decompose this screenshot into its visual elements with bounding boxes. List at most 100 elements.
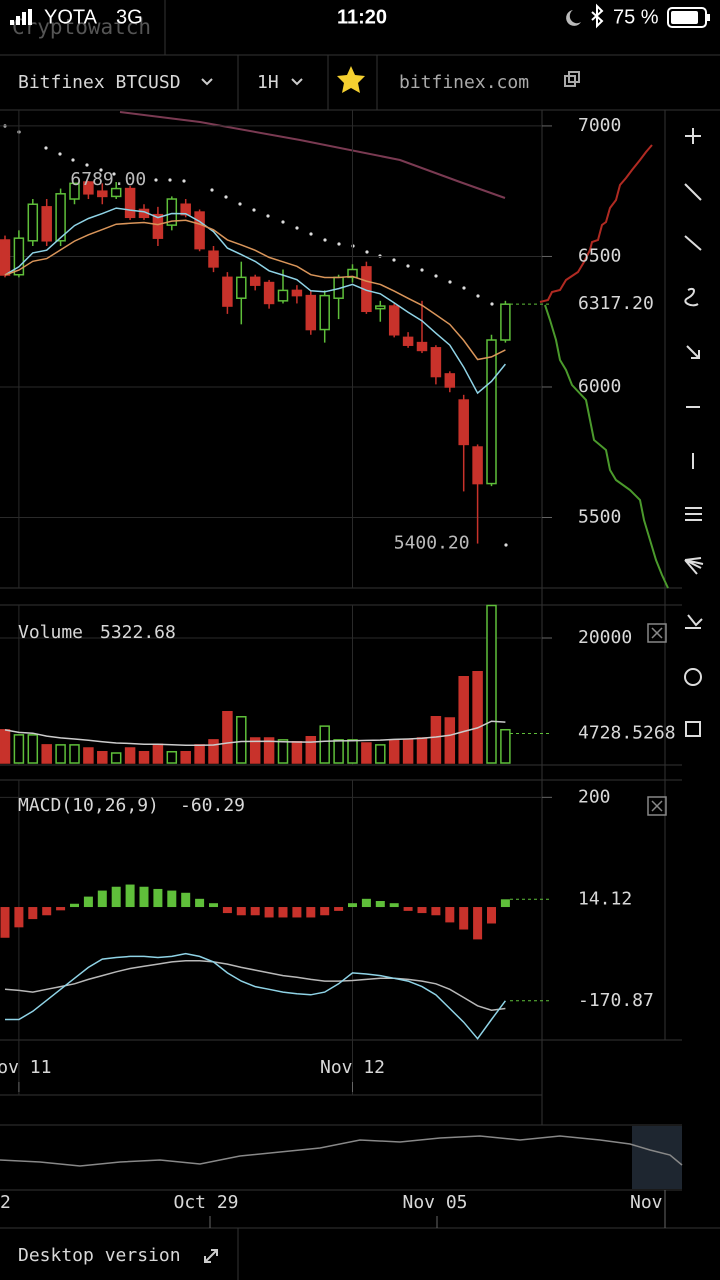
- macd-histogram: [14, 907, 24, 928]
- macd-histogram: [0, 907, 10, 938]
- external-icon: [568, 71, 580, 83]
- candle-body: [208, 250, 219, 268]
- y-tick-label: 5500: [578, 507, 621, 528]
- tool-fan[interactable]: [684, 557, 704, 575]
- pane-borders: [0, 110, 720, 1280]
- macd-histogram: [42, 907, 52, 916]
- navigator-label: 2: [0, 1192, 11, 1213]
- candle-body: [124, 187, 136, 219]
- volume-bar: [263, 737, 275, 764]
- market-select[interactable]: Bitfinex BTCUSD: [18, 72, 181, 93]
- tool-curve[interactable]: [684, 288, 699, 307]
- y-tick-label: 7000: [578, 115, 621, 136]
- expand-icon: [204, 1249, 218, 1263]
- volume-bar: [249, 737, 261, 764]
- close-buttons: [647, 623, 667, 816]
- volume-bar: [194, 744, 205, 764]
- macd-histogram: [487, 907, 496, 924]
- candle-body: [375, 305, 386, 310]
- high-label: 6789.00: [70, 169, 146, 190]
- candle-body: [402, 336, 414, 346]
- macd-histogram: [236, 907, 246, 916]
- depth-bids: [544, 304, 669, 589]
- macd-histogram: [500, 899, 510, 908]
- candle-body: [500, 303, 511, 341]
- tool-pitchfork[interactable]: [685, 614, 703, 629]
- interval-select[interactable]: 1H: [257, 72, 279, 93]
- volume-bar: [472, 671, 483, 764]
- candle-body: [319, 294, 330, 331]
- volume-bar: [55, 744, 66, 764]
- volume-bar: [166, 751, 178, 764]
- candle-body: [305, 294, 317, 331]
- volume-bar: [222, 711, 233, 764]
- tool-line[interactable]: [684, 183, 702, 201]
- volume-bar: [41, 744, 52, 764]
- tool-arrow[interactable]: [686, 345, 700, 359]
- candle-body: [444, 373, 456, 388]
- candle-body: [13, 237, 25, 276]
- volume-bar: [13, 734, 25, 764]
- low-label: 5400.20: [394, 533, 470, 554]
- network: 3G: [116, 6, 143, 28]
- candle-body: [194, 211, 205, 250]
- volume-bar: [305, 736, 317, 764]
- navigator-label: Nov: [630, 1192, 663, 1213]
- tool-circle[interactable]: [684, 668, 702, 686]
- macd-histogram: [292, 907, 302, 918]
- macd-histogram: [403, 907, 413, 911]
- candle-body: [0, 239, 11, 276]
- candle-body: [152, 213, 164, 239]
- macd-histogram: [459, 907, 469, 930]
- tool-crosshair[interactable]: [685, 128, 701, 144]
- macd-histogram: [334, 907, 344, 911]
- close-volume[interactable]: [647, 623, 667, 643]
- macd-histogram: [306, 907, 316, 918]
- carrier: YOTA: [44, 6, 98, 28]
- desktop-link[interactable]: Desktop version: [18, 1245, 181, 1266]
- x-tick-label: Nov 11: [0, 1057, 51, 1078]
- navigator-line: [0, 1135, 683, 1167]
- volume-bar: [124, 747, 136, 764]
- battery-level: 75 %: [613, 6, 659, 28]
- current-label: 4728.5268: [578, 722, 676, 743]
- candle-body: [430, 347, 442, 378]
- macd-histogram: [431, 907, 441, 916]
- volume-bar: [97, 751, 108, 764]
- macd-histogram: [348, 903, 357, 908]
- volume-bar: [402, 739, 414, 764]
- tool-rect[interactable]: [685, 721, 701, 737]
- navigator-label: Oct 29: [173, 1192, 238, 1213]
- macd-histogram: [389, 903, 399, 908]
- candle-body: [110, 187, 122, 198]
- candle-body: [236, 276, 247, 299]
- tool-ray[interactable]: [684, 235, 702, 251]
- candle-body: [486, 339, 497, 485]
- volume-bar: [69, 744, 80, 764]
- candle-body: [277, 289, 289, 302]
- volume-bar: [110, 752, 122, 764]
- close-macd[interactable]: [647, 796, 667, 816]
- candle-body: [416, 341, 428, 352]
- macd-histogram: [97, 890, 107, 908]
- dropdown-arrow: [201, 78, 213, 86]
- candle-body: [291, 289, 303, 297]
- navigator-window[interactable]: [632, 1126, 682, 1189]
- signal-line: [4, 960, 506, 1011]
- sar-dots: [3, 124, 508, 547]
- volume-bar: [83, 747, 94, 764]
- volume-bar: [444, 717, 456, 764]
- macd-histogram: [278, 907, 288, 918]
- clock: 11:20: [337, 6, 387, 28]
- exchange-link[interactable]: bitfinex.com: [399, 72, 529, 93]
- tool-channel[interactable]: [685, 507, 702, 521]
- favorite-star[interactable]: [337, 66, 365, 93]
- macd-histogram: [139, 886, 149, 908]
- volume-bar: [388, 739, 400, 764]
- macd-histogram: [111, 886, 121, 908]
- macd-histogram: [70, 903, 79, 908]
- slow-ma: [119, 111, 506, 199]
- ema-slow: [4, 219, 506, 361]
- volume-bar: [458, 676, 469, 764]
- candle-body: [472, 446, 483, 485]
